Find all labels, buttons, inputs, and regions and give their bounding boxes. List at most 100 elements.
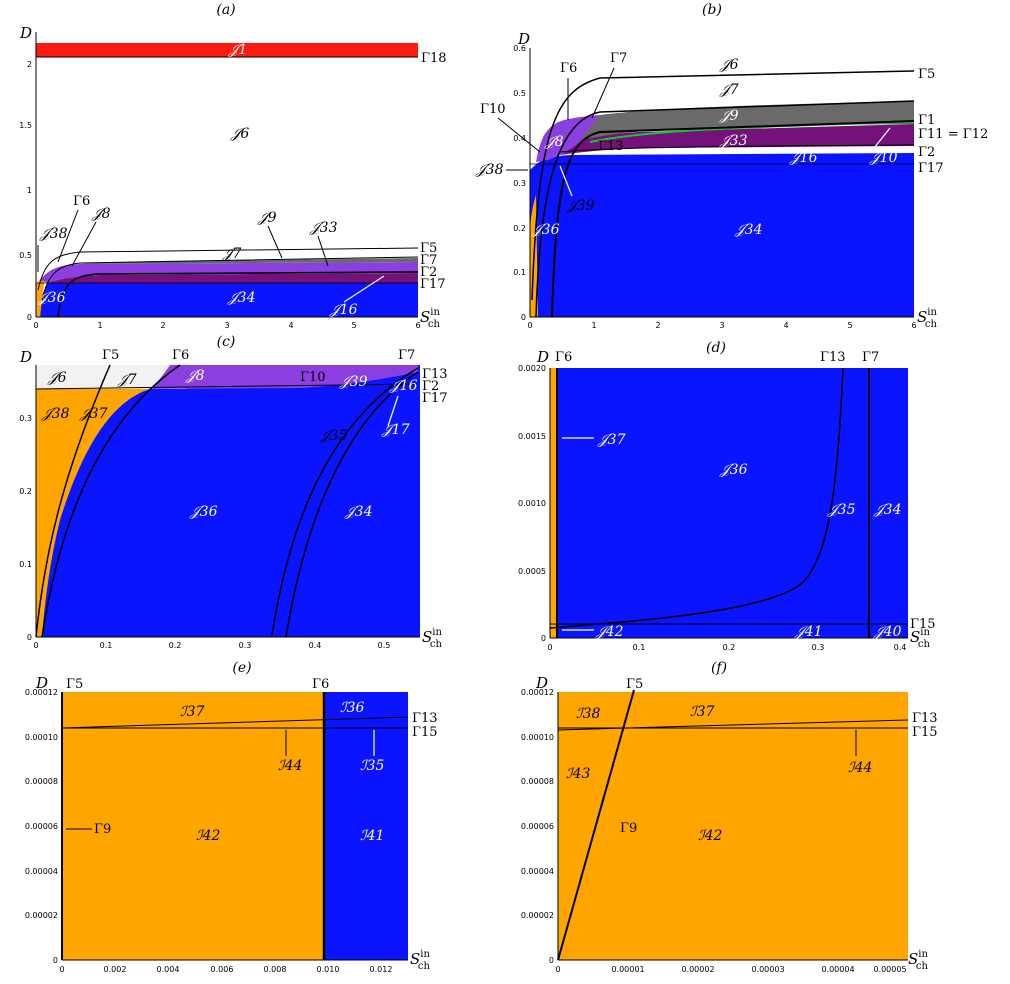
label-gamma13: Γ13	[412, 711, 438, 726]
xtick: 6	[415, 321, 420, 330]
label-gamma1: Γ1	[918, 113, 935, 128]
xtick: 0	[527, 321, 532, 330]
label-J39: 𝒥39	[566, 198, 595, 214]
ytick: 0.00004	[25, 867, 58, 876]
label-J16: 𝒥16	[389, 378, 418, 394]
xtick: 0.00001	[611, 965, 644, 974]
label-J42: 𝒥42	[595, 624, 624, 640]
xtick: 0.2	[723, 643, 736, 652]
panel-a-ticks: 0 1 2 3 4 5 6 0 0.5 1 1.5 2	[19, 60, 420, 330]
label-J38: 𝒥38	[475, 162, 504, 178]
label-gamma7: Γ7	[862, 350, 879, 365]
ytick: 0.00006	[521, 822, 554, 831]
label-J36: 𝒥36	[531, 222, 560, 238]
xtick: 2	[160, 321, 165, 330]
ytick: 0.1	[513, 268, 526, 277]
xtick: 0.4	[894, 643, 907, 652]
panel-d-xlabel: Sin ch	[910, 627, 931, 650]
ytick: 0	[53, 956, 58, 965]
panel-b: (b) D Sin ch 0 1 2 3 4 5 6 0 0.1 0.2 0.3 …	[475, 2, 988, 330]
curve-gamma7	[551, 120, 915, 318]
xtick: 0	[547, 643, 552, 652]
label-J40: 𝒥40	[873, 624, 902, 640]
panel-b-xlabel: Sin ch	[917, 307, 938, 330]
curve-gamma7	[57, 271, 419, 318]
label-J35: 𝒥35	[827, 502, 856, 518]
panel-c-xlabel: Sin ch	[422, 627, 443, 650]
region-J38-J37	[36, 389, 150, 637]
arrow-J17	[387, 395, 399, 427]
label-J6: 𝒥6	[719, 57, 739, 73]
label-J38: 𝒥38	[39, 226, 68, 242]
curve-gamma7	[285, 371, 419, 638]
xtick: 0.012	[370, 965, 393, 974]
panel-c-title: (c)	[217, 334, 236, 350]
label-I44: ℐ44	[278, 758, 302, 774]
xtick: 0.002	[104, 965, 127, 974]
region-J9	[580, 101, 914, 140]
xtick: 0.4	[309, 641, 322, 650]
ytick: 1.5	[19, 121, 32, 130]
label-J1: 𝒥1	[228, 42, 248, 58]
label-I35: ℐ35	[360, 758, 384, 774]
ytick: 0	[27, 633, 32, 642]
region-I42	[558, 692, 908, 960]
region-I41	[324, 692, 408, 960]
panel-a-xlabel: Sin ch	[420, 307, 441, 330]
xtick: 0.006	[211, 965, 234, 974]
xtick: 6	[911, 321, 916, 330]
region-J9	[80, 258, 418, 264]
ytick: 0.00010	[25, 733, 58, 742]
arrow-J39	[559, 165, 573, 197]
ytick: 0.00006	[25, 822, 58, 831]
xtick: 0.008	[264, 965, 287, 974]
xtick: 0.1	[100, 641, 113, 650]
label-J8: 𝒥8	[185, 368, 205, 384]
region-J34	[530, 153, 914, 317]
ytick: 0.00002	[25, 911, 58, 920]
panel-f-title: (f)	[711, 660, 727, 676]
xtick: 0.3	[239, 641, 252, 650]
label-I44: ℐ44	[848, 760, 872, 776]
label-I42: ℐ42	[698, 828, 722, 844]
label-gamma9: Γ9	[94, 822, 111, 837]
label-gamma5: Γ5	[918, 67, 935, 82]
label-J7: 𝒥7	[719, 82, 739, 98]
curve-gamma5-gamma9	[557, 689, 635, 961]
label-J16: 𝒥16	[329, 302, 358, 318]
label-gamma5: Γ5	[102, 348, 119, 363]
label-gamma15: Γ15	[412, 725, 438, 740]
label-J36: 𝒥36	[719, 462, 748, 478]
xtick: 1	[591, 321, 596, 330]
panel-f: (f) D Sin ch 0 0.00001 0.00002 0.00003 0.…	[521, 660, 938, 974]
label-gamma13: Γ13	[598, 139, 624, 154]
region-J1	[36, 43, 418, 57]
panel-b-ticks: 0 1 2 3 4 5 6 0 0.1 0.2 0.3 0.4 0.5 0.6	[513, 44, 916, 330]
label-J41: 𝒥41	[794, 624, 822, 640]
label-J8: 𝒥8	[544, 134, 564, 150]
label-gamma5: Γ5	[66, 677, 83, 692]
label-J17: 𝒥17	[381, 422, 410, 438]
label-gamma2: Γ2	[422, 379, 439, 394]
label-gamma17: Γ17	[422, 391, 448, 406]
panel-e-arrows	[66, 730, 287, 830]
ytick: 0	[27, 313, 32, 322]
label-J34: 𝒥34	[227, 290, 255, 306]
label-J9: 𝒥9	[719, 108, 739, 124]
xtick: 5	[847, 321, 852, 330]
xtick: 0.1	[633, 643, 646, 652]
xtick: 2	[655, 321, 660, 330]
ytick: 0.3	[19, 414, 32, 423]
region-J36-J34	[550, 368, 908, 638]
panel-a: (a) D Sin ch 0 1 2 3 4 5 6 0 0.5 1 1.5 2	[19, 2, 447, 330]
label-gamma15: Γ15	[912, 725, 938, 740]
ytick: 0.5	[513, 89, 526, 98]
label-gamma15: Γ15	[910, 617, 936, 632]
xtick: 3	[719, 321, 724, 330]
label-J34: 𝒥34	[344, 504, 372, 520]
ytick: 0.6	[513, 44, 526, 53]
curve-gamma6	[535, 100, 915, 318]
curve-gamma6	[41, 364, 181, 638]
label-I43: ℐ43	[566, 766, 590, 782]
label-J6: 𝒥6	[47, 370, 67, 386]
